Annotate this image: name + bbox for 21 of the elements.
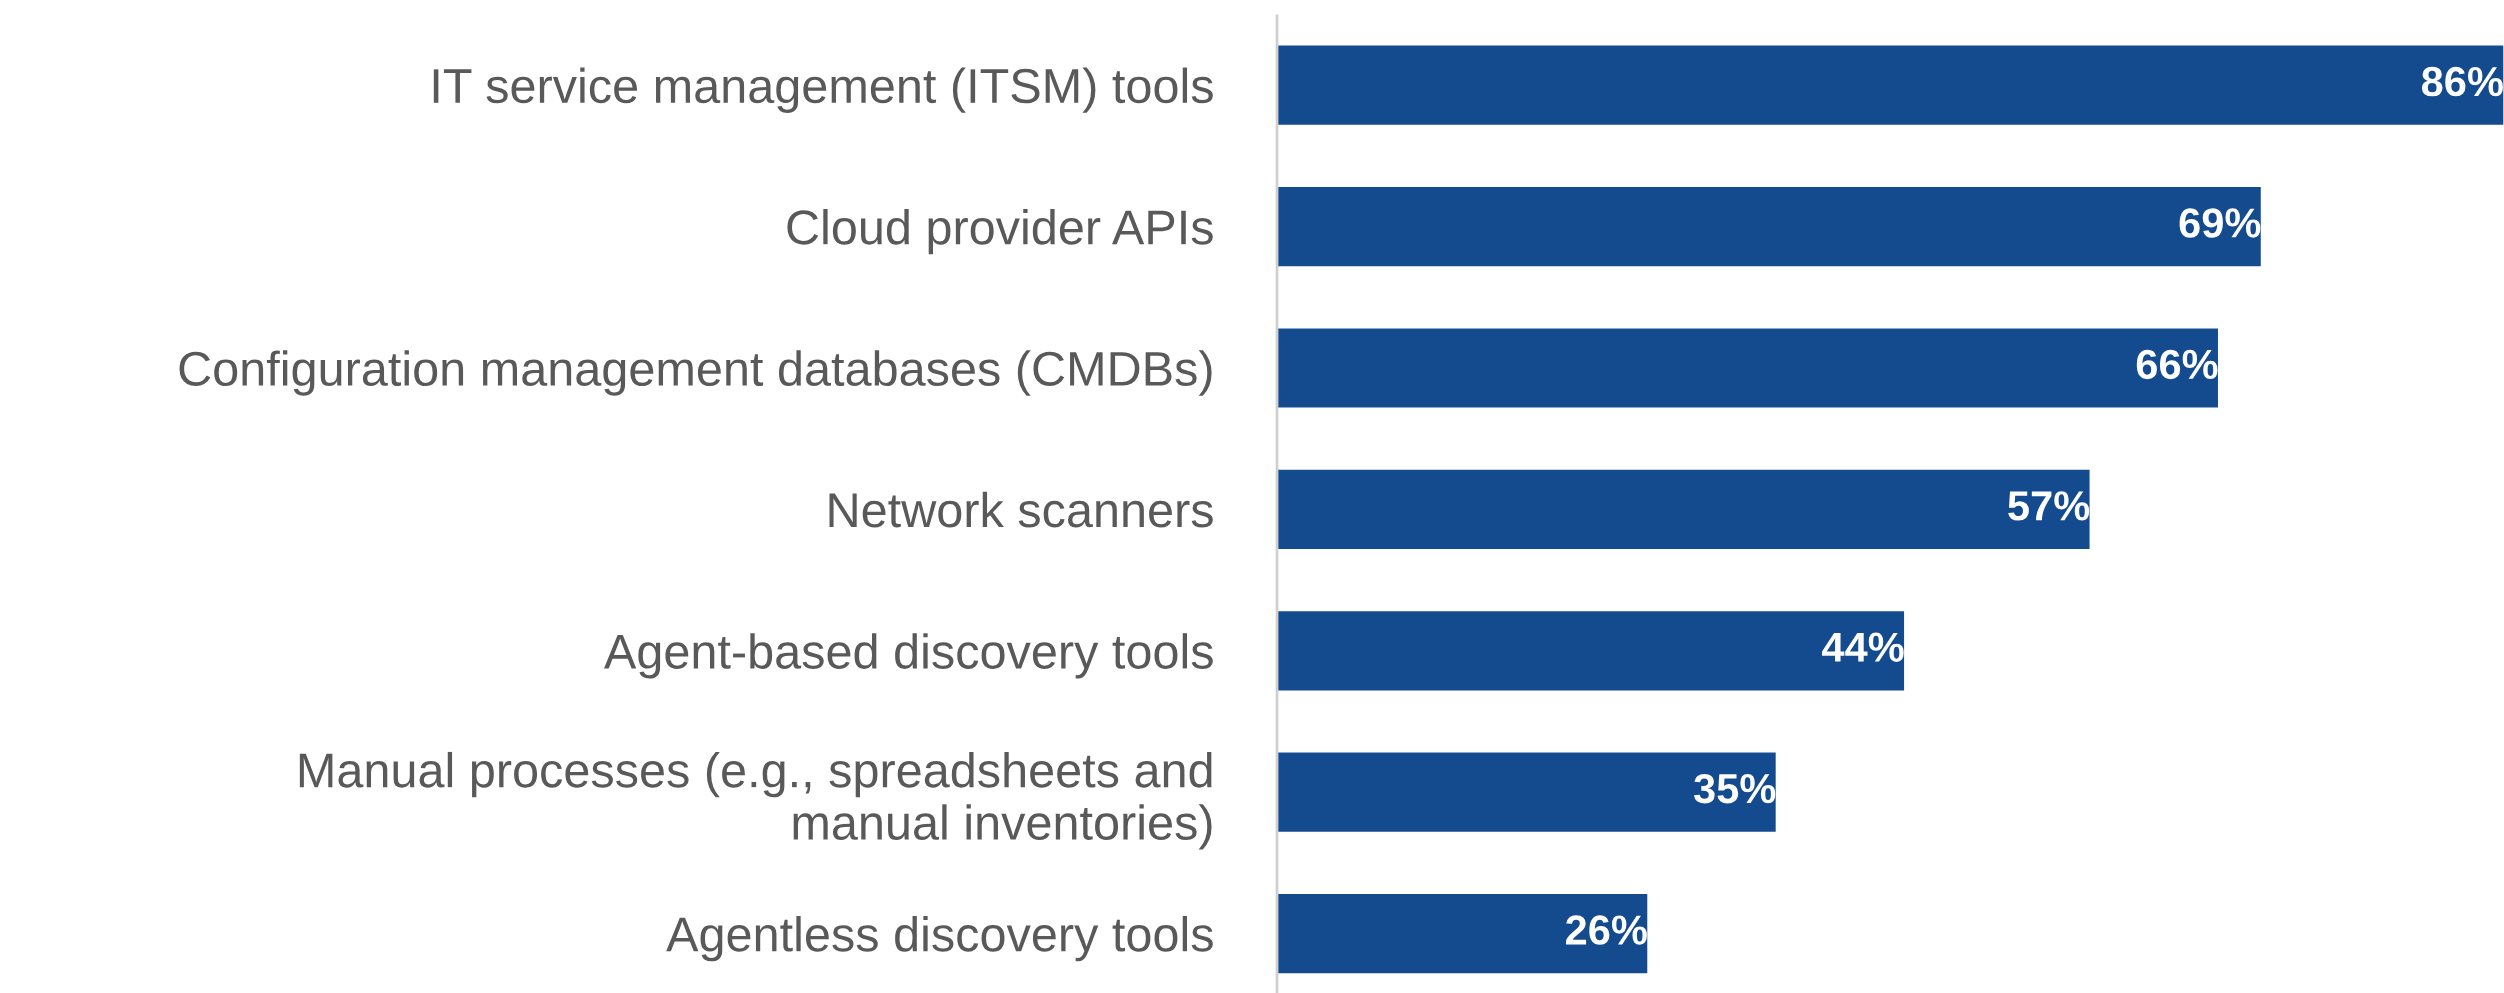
y-tick-label: Manual processes (e.g., spreadsheets and manual inventories) — [299, 751, 1212, 850]
data-label: 35% — [1693, 773, 1776, 804]
bar — [1277, 185, 2263, 268]
y-tick-label: Network scanners — [829, 491, 1213, 528]
data-label: 69% — [2179, 208, 2261, 238]
data-label: 26% — [1566, 915, 1647, 945]
data-label: 86% — [2421, 66, 2503, 97]
bar — [1277, 44, 2504, 127]
bar — [1277, 468, 2091, 551]
data-label: 66% — [2136, 349, 2218, 380]
y-tick-label: Agent-based discovery tools — [604, 633, 1213, 679]
y-tick-label: Agentless discovery tools — [666, 916, 1213, 962]
data-label: 44% — [1822, 632, 1904, 662]
y-tick-label: Cloud provider APIs — [787, 208, 1213, 255]
bar — [1277, 326, 2220, 409]
bar — [1277, 609, 1906, 692]
bar — [1277, 751, 1778, 834]
data-label: 57% — [2008, 491, 2090, 521]
y-tick-label: Configuration management databases (CMDBs) — [179, 350, 1212, 396]
bar — [1277, 892, 1649, 975]
y-tick-label: IT service management (ITSM) tools — [433, 67, 1213, 113]
